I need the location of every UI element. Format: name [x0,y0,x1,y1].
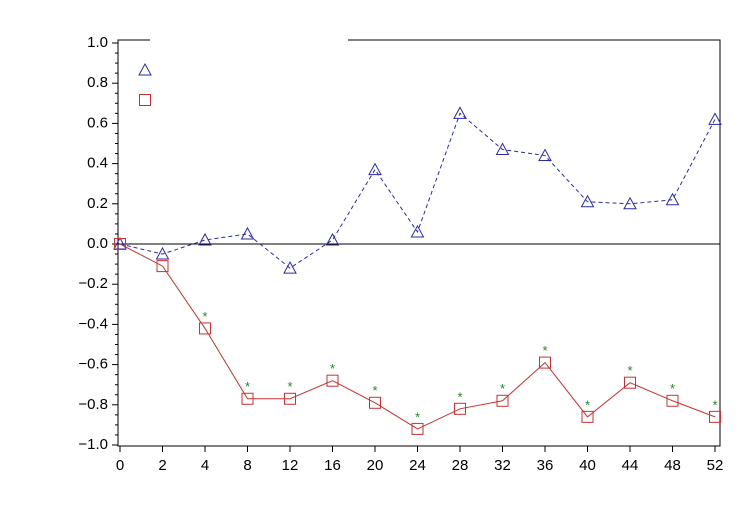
x-tick-label: 28 [452,457,469,474]
y-tick-label: 0.0 [87,235,108,252]
data-point [240,226,255,240]
y-tick-label: 0.8 [87,74,108,91]
significance-mark: * [372,383,377,398]
data-point [410,224,425,238]
data-point [666,394,679,407]
y-tick-label: −0.6 [78,356,108,373]
data-point [539,356,551,369]
y-tick-label: 1.0 [87,34,108,51]
x-tick-label: 8 [243,457,251,474]
data-point [369,396,381,409]
data-point [581,410,594,423]
significance-mark: * [330,361,335,376]
x-tick-label: 48 [664,457,681,474]
data-point [411,422,424,435]
significance-mark: * [287,379,292,394]
data-point [156,260,169,273]
data-point [326,374,339,387]
data-point [198,232,212,246]
x-tick-label: 44 [622,457,639,474]
x-tick-label: 52 [707,457,724,474]
significance-mark: * [542,343,547,358]
data-point [454,402,466,415]
y-tick-label: −0.4 [78,315,108,332]
significance-mark: * [457,389,462,404]
data-point [114,238,126,250]
data-point [623,196,637,210]
significance-mark: * [670,381,675,396]
data-point [580,194,595,208]
significance-mark: * [627,363,632,378]
data-point [496,394,509,407]
data-point [708,112,722,125]
y-tick-label: −0.2 [78,275,108,292]
data-point [665,192,680,206]
significance-mark: * [245,379,250,394]
significance-mark: * [202,309,207,324]
legend-symbol [139,94,151,106]
data-point [325,232,340,246]
data-point [155,247,170,260]
x-tick-label: 32 [494,457,511,474]
x-tick-label: 36 [537,457,554,474]
data-point [624,376,636,389]
significance-mark: * [500,381,505,396]
data-point [709,410,721,423]
series-line [119,243,716,430]
x-tick-label: 4 [201,457,209,474]
x-tick-label: 24 [409,457,426,474]
y-tick-label: −0.8 [78,396,108,413]
data-point [284,392,296,405]
plot-frame [117,39,721,447]
legend-symbol [138,62,152,76]
y-tick-label: −1.0 [78,436,108,453]
data-point [241,392,254,405]
data-point [368,162,382,176]
data-point [199,322,211,335]
x-tick-label: 2 [158,457,166,474]
x-tick-label: 40 [579,457,596,474]
data-point [495,142,510,156]
data-point [283,261,297,274]
y-tick-label: 0.4 [87,155,108,172]
x-tick-label: 12 [282,457,299,474]
series-line [119,112,716,269]
y-tick-label: 0.6 [87,114,108,131]
significance-mark: * [712,397,717,412]
data-point [453,106,467,119]
x-tick-label: 20 [367,457,384,474]
significance-mark: * [415,409,420,424]
y-tick-label: 0.2 [87,195,108,212]
data-point [538,148,552,162]
significance-mark: * [585,397,590,412]
x-tick-label: 0 [116,457,124,474]
legend-box [150,38,348,42]
x-tick-label: 16 [324,457,341,474]
